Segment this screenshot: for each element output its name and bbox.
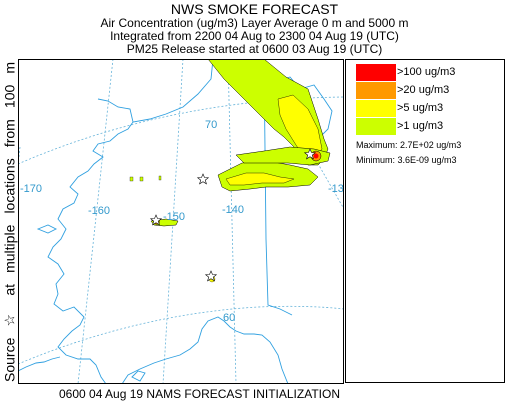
lon-label-150: -150 bbox=[163, 211, 185, 223]
subtitle-concentration: Air Concentration (ug/m3) Layer Average … bbox=[100, 16, 409, 30]
legend-swatch bbox=[356, 82, 396, 99]
multiple-locations-text: at multiple locations bbox=[1, 158, 18, 296]
aleutian-chain bbox=[18, 356, 61, 372]
smoke-core-east-hot bbox=[313, 153, 319, 159]
source-star-icon bbox=[303, 148, 317, 160]
grid-labels: -170 -160 -150 -140 -130 70 60 bbox=[20, 119, 344, 324]
legend-label: >100 ug/m3 bbox=[397, 66, 456, 78]
legend: >100 ug/m3 >20 ug/m3 >5 ug/m3 >1 ug/m3 M… bbox=[345, 59, 505, 383]
subtitle-integration: Integrated from 2200 04 Aug to 2300 04 A… bbox=[110, 29, 399, 43]
alaska-south-coast bbox=[121, 316, 289, 384]
release-height-text: 100 m bbox=[1, 61, 18, 109]
legend-label: >5 ug/m3 bbox=[397, 102, 444, 114]
smoke-speck-1 bbox=[129, 176, 134, 182]
source-markers bbox=[149, 148, 317, 282]
map-frame bbox=[18, 59, 344, 384]
smoke-band-interior-inner bbox=[225, 172, 295, 186]
lat-label-60: 60 bbox=[223, 312, 235, 324]
source-label: Source ☆ at multiple locations from 100 … bbox=[2, 62, 19, 382]
smoke-speck-3 bbox=[158, 175, 162, 181]
legend-swatch bbox=[356, 64, 396, 81]
legend-item: >1 ug/m3 bbox=[356, 118, 506, 136]
lat-label-70: 70 bbox=[205, 119, 217, 131]
legend-swatch bbox=[356, 100, 396, 117]
legend-item: >20 ug/m3 bbox=[356, 82, 506, 100]
legend-label: >1 ug/m3 bbox=[397, 120, 444, 132]
from-text: from bbox=[1, 119, 18, 148]
subtitle-release: PM25 Release started at 0600 03 Aug 19 (… bbox=[126, 42, 383, 56]
lon-label-160: -160 bbox=[88, 205, 110, 217]
maximum-value: Maximum: 2.7E+02 ug/m3 bbox=[356, 140, 462, 150]
legend-item: >5 ug/m3 bbox=[356, 100, 506, 118]
legend-swatch bbox=[356, 118, 396, 135]
alaska-northwest bbox=[97, 98, 134, 123]
source-star-icon bbox=[204, 270, 218, 282]
meridian-160 bbox=[77, 59, 114, 384]
meridian-140 bbox=[227, 59, 237, 384]
smoke-map: -170 -160 -150 -140 -130 70 60 bbox=[18, 59, 344, 384]
alaska-coast bbox=[47, 59, 214, 384]
source-text: Source bbox=[1, 337, 18, 382]
source-star-icon bbox=[149, 214, 163, 226]
map-title: NWS SMOKE FORECAST bbox=[170, 1, 339, 17]
legend-item: >100 ug/m3 bbox=[356, 64, 506, 82]
forecast-initialization: 0600 04 Aug 19 NAMS FORECAST INITIALIZAT… bbox=[59, 387, 340, 401]
smoke-plume-east bbox=[235, 146, 331, 166]
lon-label-130: -130 bbox=[328, 183, 344, 195]
lon-label-170: -170 bbox=[20, 183, 42, 195]
lon-label-140: -140 bbox=[222, 204, 244, 216]
legend-label: >20 ug/m3 bbox=[397, 84, 450, 96]
source-star-icon: ☆ bbox=[1, 306, 18, 327]
kodiak-island bbox=[131, 370, 146, 382]
smoke-speck-2 bbox=[139, 176, 144, 182]
st-lawrence-island bbox=[36, 224, 58, 234]
parallel-60 bbox=[18, 305, 344, 365]
yukon-border bbox=[263, 59, 293, 316]
source-star-icon bbox=[196, 173, 210, 185]
minimum-value: Minimum: 3.6E-09 ug/m3 bbox=[356, 155, 457, 165]
